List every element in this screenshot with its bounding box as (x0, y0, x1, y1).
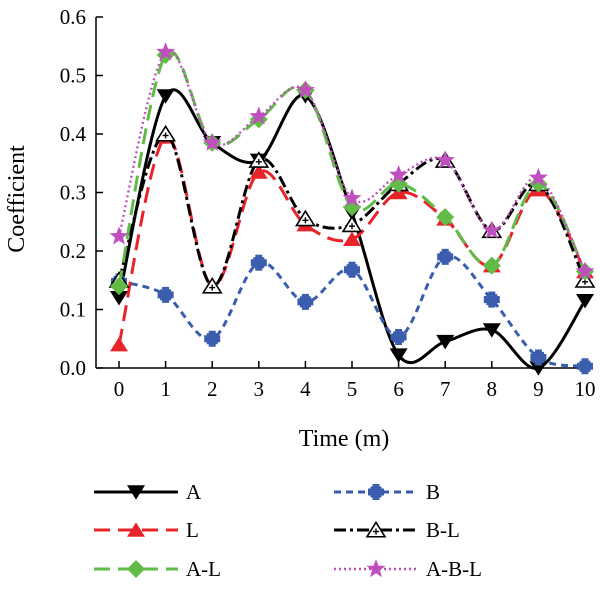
data-point-B (530, 349, 547, 366)
x-tick-label: 9 (533, 377, 544, 401)
data-point-A (110, 291, 128, 306)
legend-item-A-L: A-L (94, 557, 221, 581)
plot-area (108, 42, 596, 376)
data-point-A-L (110, 277, 128, 296)
data-point-B (344, 261, 360, 278)
data-point-B (577, 358, 593, 375)
data-point-A (436, 334, 455, 350)
legend-marker (127, 522, 145, 537)
data-point-B-L (201, 276, 223, 294)
legend-label: A-L (186, 557, 221, 581)
series-line-A-L (117, 50, 587, 287)
x-tick-label: 6 (393, 377, 404, 401)
legend-label: A (186, 480, 202, 504)
legend-item-A-B-L: A-B-L (334, 557, 482, 581)
x-tick-label: 0 (114, 377, 125, 401)
legend-marker (127, 485, 145, 500)
legend-item-B-L: B-L (334, 518, 460, 542)
data-point-B-L (155, 124, 177, 142)
data-point-A (482, 323, 501, 338)
y-tick-label: 0.5 (60, 64, 86, 88)
data-point-L (249, 164, 268, 179)
data-point-B-L (248, 151, 270, 168)
legend-label: A-B-L (426, 557, 482, 581)
y-tick-label: 0.4 (60, 122, 87, 146)
legend-label: B (426, 480, 440, 504)
legend-label: B-L (426, 518, 460, 542)
data-point-B (250, 254, 267, 271)
data-point-A-B-L (575, 261, 595, 280)
data-point-B (204, 330, 221, 347)
series-line-B-L (117, 132, 587, 288)
legend-marker (366, 559, 386, 578)
data-point-A-B-L (435, 150, 455, 169)
legend-marker (365, 520, 387, 538)
y-tick-label: 0.6 (60, 5, 86, 29)
legend-item-L: L (94, 518, 199, 542)
data-point-B (437, 248, 454, 265)
y-tick-label: 0.0 (60, 356, 86, 380)
data-point-B-L (341, 215, 363, 233)
legend-marker (127, 560, 145, 578)
data-point-A (156, 89, 175, 104)
data-point-A (576, 293, 594, 309)
data-point-B (157, 286, 174, 303)
data-point-B (297, 293, 314, 310)
x-tick-label: 1 (160, 377, 171, 401)
data-point-B (483, 291, 500, 308)
x-tick-label: 4 (300, 377, 311, 401)
data-point-A-B-L (528, 167, 548, 186)
legend-item-A: A (94, 480, 202, 504)
data-point-A-L (482, 256, 501, 275)
axes: 0.0 0.1 0.2 0.3 0.4 0.5 0.6 0 1 2 3 4 5 6 7 8 9 10 (60, 5, 596, 401)
y-tick-label: 0.1 (60, 298, 86, 322)
data-point-A (529, 361, 548, 376)
data-point-A-B-L (389, 164, 409, 184)
y-tick-label: 0.3 (60, 181, 86, 205)
x-tick-label: 7 (440, 377, 451, 401)
data-point-A-B-L (156, 42, 176, 61)
data-point-A-L (529, 174, 548, 193)
data-point-L (343, 231, 361, 247)
x-axis-title: Time (m) (299, 426, 389, 452)
x-tick-label: 5 (347, 377, 358, 401)
data-point-L (110, 336, 128, 352)
data-point-A-B-L (249, 106, 269, 125)
series-L (110, 129, 594, 352)
data-point-A-B-L (109, 226, 129, 245)
data-point-A-B-L (342, 188, 362, 207)
legend: A B L B-L A-L A-B-L (94, 480, 482, 581)
y-axis-title: Coefficient (4, 145, 30, 253)
x-tick-label: 8 (487, 377, 498, 401)
legend-label: L (186, 518, 199, 542)
data-point-B-L (294, 209, 316, 227)
data-point-B (390, 328, 407, 345)
data-point-A-L (436, 208, 455, 227)
data-point-A-B-L (482, 220, 502, 239)
x-tick-label: 3 (254, 377, 265, 401)
y-tick-label: 0.2 (60, 239, 86, 263)
legend-marker (368, 484, 384, 500)
x-tick-label: 10 (575, 377, 596, 401)
series-line-A (117, 88, 587, 370)
series-B (111, 248, 593, 375)
data-point-A (389, 348, 408, 363)
x-tick-label: 2 (207, 377, 218, 401)
data-point-A-B-L (202, 132, 222, 151)
legend-item-B: B (334, 480, 440, 504)
data-point-A-B-L (295, 80, 315, 99)
series-A-B-L (109, 42, 595, 280)
